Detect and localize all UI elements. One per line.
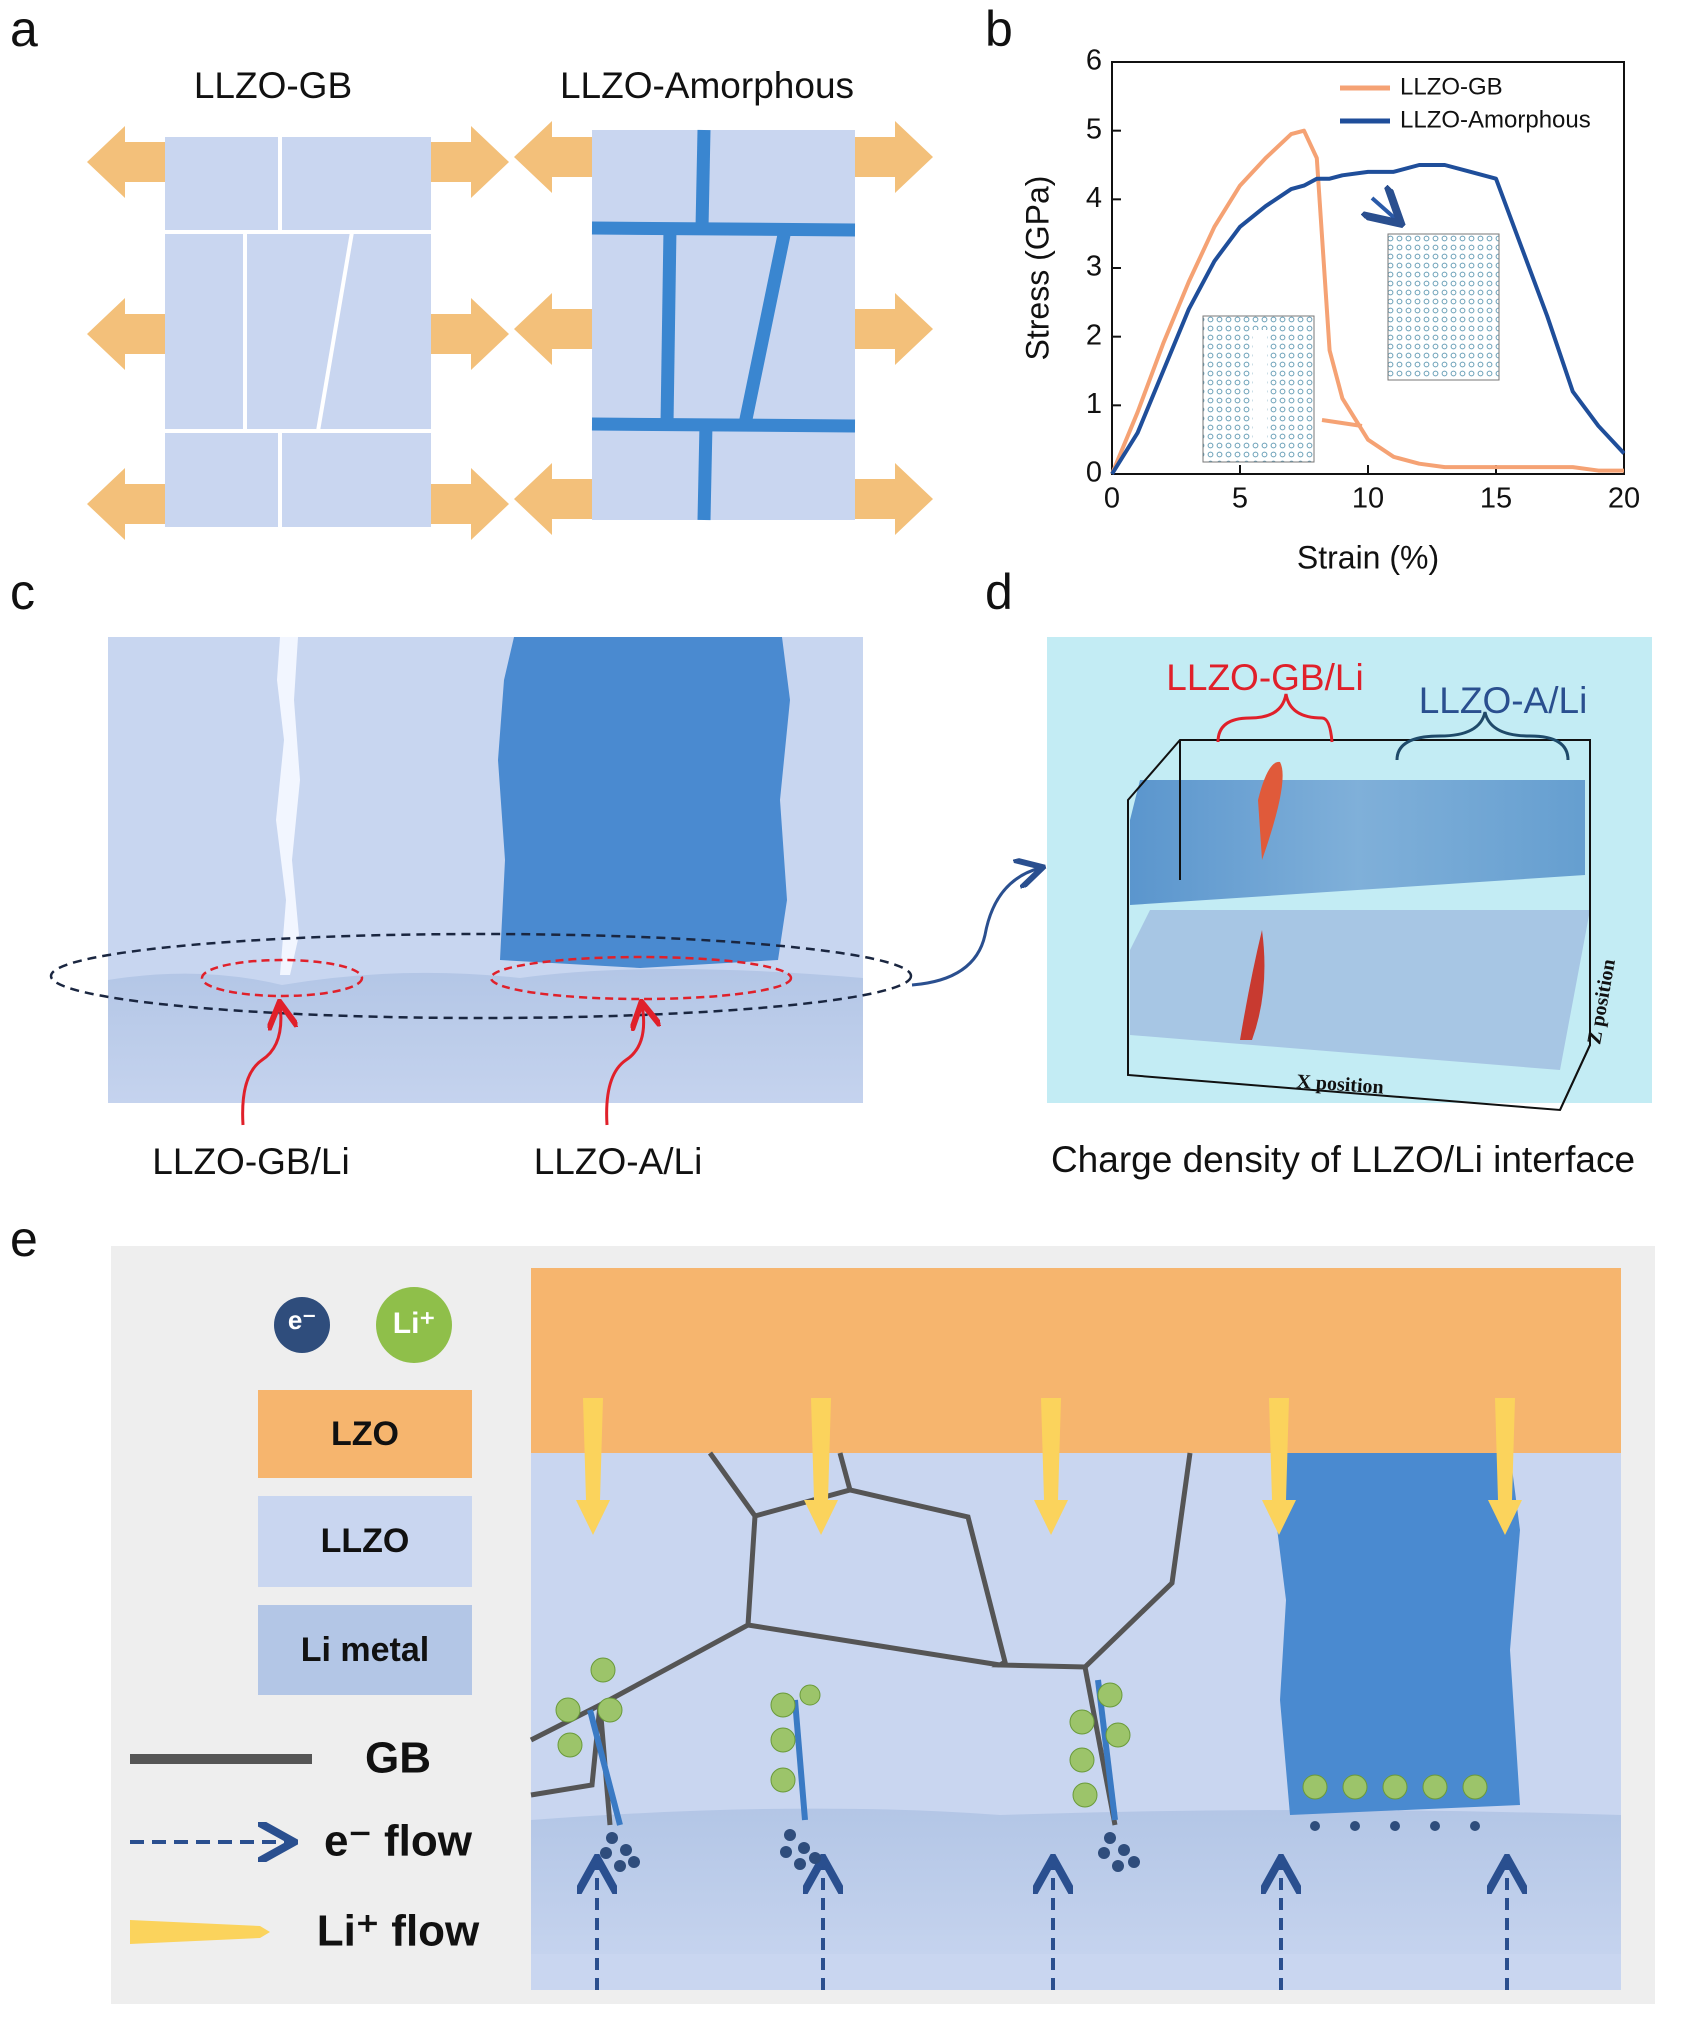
panel-d: LLZO-GB/Li LLZO-A/Li X position Z positi… <box>1047 637 1652 1180</box>
panel-label: e <box>10 1211 38 1267</box>
lzo-layer <box>531 1268 1621 1453</box>
y-tick-label: 2 <box>1086 319 1102 351</box>
y-tick-label: 5 <box>1086 113 1102 145</box>
caption: Charge density of LLZO/Li interface <box>1051 1139 1635 1180</box>
panel-a: LLZO-GB LLZO-Amorphous <box>87 65 933 540</box>
inset-crack <box>1253 330 1267 440</box>
grain-block <box>165 137 431 527</box>
legend-box <box>258 1605 472 1695</box>
legend-li-flow <box>130 1920 270 1944</box>
title: LLZO-GB <box>194 65 352 106</box>
panel-b: Strain (%) Stress (GPa) 0 5 10 15 20 0 1 2 3 4 5 6 L… <box>1019 45 1640 576</box>
interface-ellipse <box>49 932 913 1020</box>
legend-label: e⁻ flow <box>324 1817 473 1866</box>
x-tick-label: 15 <box>1480 483 1512 515</box>
amorphous-region <box>1276 1453 1520 1815</box>
gb-crack <box>276 637 300 975</box>
x-tick-label: 10 <box>1352 483 1384 515</box>
y-tick-label: 3 <box>1086 251 1102 283</box>
x-axis-label: Strain (%) <box>1297 539 1439 575</box>
x-tick-label: 20 <box>1608 483 1640 515</box>
brace <box>1395 711 1570 761</box>
y-tick-label: 6 <box>1086 45 1102 77</box>
y-tick-label: 1 <box>1086 388 1102 420</box>
x-tick-label: 5 <box>1232 483 1248 515</box>
panel-label: a <box>10 1 38 57</box>
legend-label: Li⁺ flow <box>317 1907 480 1956</box>
lithium-label: Li⁺ <box>393 1307 436 1340</box>
electron-label: e⁻ <box>288 1305 316 1335</box>
pointer-arrow <box>605 1005 644 1126</box>
inset-arrow <box>1321 418 1363 428</box>
flow-arrows <box>555 1398 1522 1990</box>
pointer-arrow <box>241 1005 281 1126</box>
charge-peak <box>1258 761 1283 860</box>
gb-ellipse <box>200 958 364 998</box>
layer-label: Li metal <box>301 1631 429 1669</box>
line-series <box>1110 128 1624 475</box>
y-axis-label: Stress (GPa) <box>1019 176 1055 361</box>
panel-label: d <box>985 564 1013 620</box>
tension-arrows <box>87 121 933 540</box>
lithium-icon <box>376 1287 452 1363</box>
box-outline <box>1127 739 1591 1112</box>
a-ellipse <box>489 955 793 1001</box>
legend-label: GB <box>365 1734 431 1783</box>
layer-label: LLZO <box>321 1522 410 1560</box>
amorphous-block <box>592 130 855 520</box>
legend-label: LLZO-GB <box>1400 73 1503 100</box>
interface-label: LLZO-GB/Li <box>152 1141 349 1182</box>
inset-amorphous <box>1387 233 1500 381</box>
legend-box <box>258 1496 472 1587</box>
grain-boundaries <box>165 137 431 527</box>
brace-label: LLZO-A/Li <box>1419 680 1588 721</box>
inset-arrow <box>1372 198 1398 221</box>
y-tick-label: 0 <box>1086 457 1102 489</box>
panel-label: b <box>985 1 1013 57</box>
brace <box>1216 693 1334 743</box>
legend-label: LLZO-Amorphous <box>1400 106 1591 133</box>
li-metal-layer <box>531 1808 1621 1954</box>
zoom-arrow <box>911 868 1040 987</box>
amorphous-boundaries <box>591 129 856 521</box>
charge-peak <box>1240 930 1265 1040</box>
brace-label: LLZO-GB/Li <box>1166 657 1363 698</box>
grain-boundaries <box>529 1451 1193 1826</box>
legend-box <box>258 1390 472 1478</box>
panel-e: e⁻ Li⁺ LZO LLZO Li metal GB e⁻ flow Li⁺ … <box>111 1246 1655 2004</box>
panel-c: LLZO-GB/Li LLZO-A/Li <box>49 637 1040 1182</box>
amorphous-region <box>498 637 790 968</box>
title: LLZO-Amorphous <box>560 65 854 106</box>
electron-icon <box>274 1297 330 1353</box>
charge-surface <box>1130 780 1585 905</box>
y-tick-label: 4 <box>1086 182 1102 214</box>
interface-label: LLZO-A/Li <box>534 1141 703 1182</box>
line-series <box>1110 163 1626 476</box>
panel-label: c <box>10 564 35 620</box>
layer-label: LZO <box>331 1415 399 1453</box>
x-tick-label: 0 <box>1104 483 1120 515</box>
